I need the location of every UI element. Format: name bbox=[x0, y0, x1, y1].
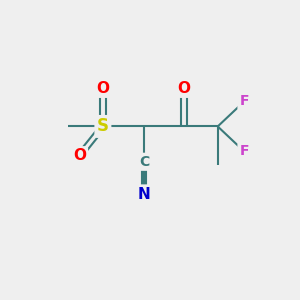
Text: F: F bbox=[239, 145, 249, 158]
Text: O: O bbox=[73, 148, 86, 164]
Text: N: N bbox=[138, 187, 151, 202]
Text: S: S bbox=[97, 117, 109, 135]
Text: O: O bbox=[177, 81, 190, 96]
Text: F: F bbox=[239, 94, 249, 108]
Text: O: O bbox=[96, 81, 110, 96]
Text: C: C bbox=[139, 155, 149, 169]
